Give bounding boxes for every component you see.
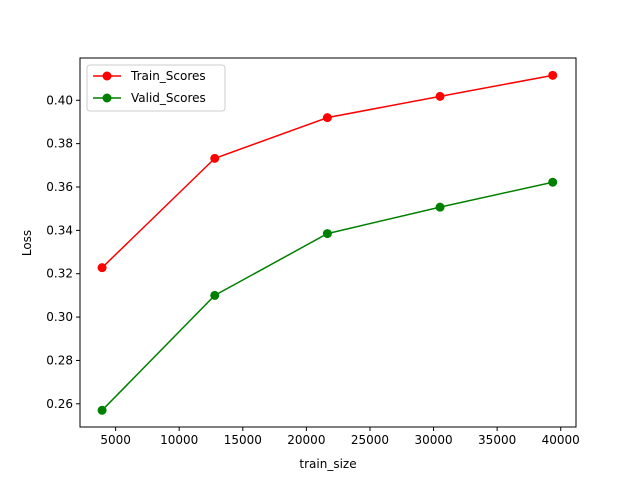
x-tick-label: 35000 xyxy=(478,433,516,447)
y-tick-label: 0.36 xyxy=(46,180,73,194)
legend-marker-train-scores xyxy=(102,71,112,81)
x-tick-label: 10000 xyxy=(160,433,198,447)
x-tick-label: 20000 xyxy=(287,433,325,447)
y-tick-label: 0.32 xyxy=(46,267,73,281)
x-tick-label: 25000 xyxy=(351,433,389,447)
y-axis-label: Loss xyxy=(20,230,34,256)
point-valid-scores-4 xyxy=(548,177,558,187)
x-axis-label: train_size xyxy=(299,457,356,471)
point-valid-scores-1 xyxy=(210,290,220,300)
x-tick-label: 40000 xyxy=(542,433,580,447)
legend-marker-valid-scores xyxy=(102,93,112,103)
legend: Train_Scores Valid_Scores xyxy=(86,64,226,112)
y-tick-label: 0.38 xyxy=(46,137,73,151)
point-valid-scores-0 xyxy=(97,405,107,415)
series-markers xyxy=(97,70,558,415)
point-train-scores-4 xyxy=(548,70,558,80)
y-tick-label: 0.30 xyxy=(46,310,73,324)
y-tick-label: 0.34 xyxy=(46,223,73,237)
x-tick-label: 30000 xyxy=(414,433,452,447)
y-tick-label: 0.28 xyxy=(46,353,73,367)
legend-box xyxy=(86,64,226,112)
y-axis-ticks: 0.26 0.28 0.30 0.32 0.34 0.36 0.38 0.40 xyxy=(46,93,80,411)
point-train-scores-0 xyxy=(97,263,107,273)
x-axis-ticks: 5000 10000 15000 20000 25000 30000 35000 40000 xyxy=(100,427,580,447)
y-tick-label: 0.26 xyxy=(46,397,73,411)
plot-area-frame xyxy=(79,57,577,428)
point-valid-scores-2 xyxy=(322,229,332,239)
x-tick-label: 15000 xyxy=(224,433,262,447)
legend-label-train-scores: Train_Scores xyxy=(130,69,206,83)
y-tick-label: 0.40 xyxy=(46,93,73,107)
point-train-scores-1 xyxy=(210,153,220,163)
point-valid-scores-3 xyxy=(435,202,445,212)
legend-label-valid-scores: Valid_Scores xyxy=(131,91,206,105)
point-train-scores-3 xyxy=(435,91,445,101)
x-tick-label: 5000 xyxy=(100,433,131,447)
point-train-scores-2 xyxy=(322,113,332,123)
